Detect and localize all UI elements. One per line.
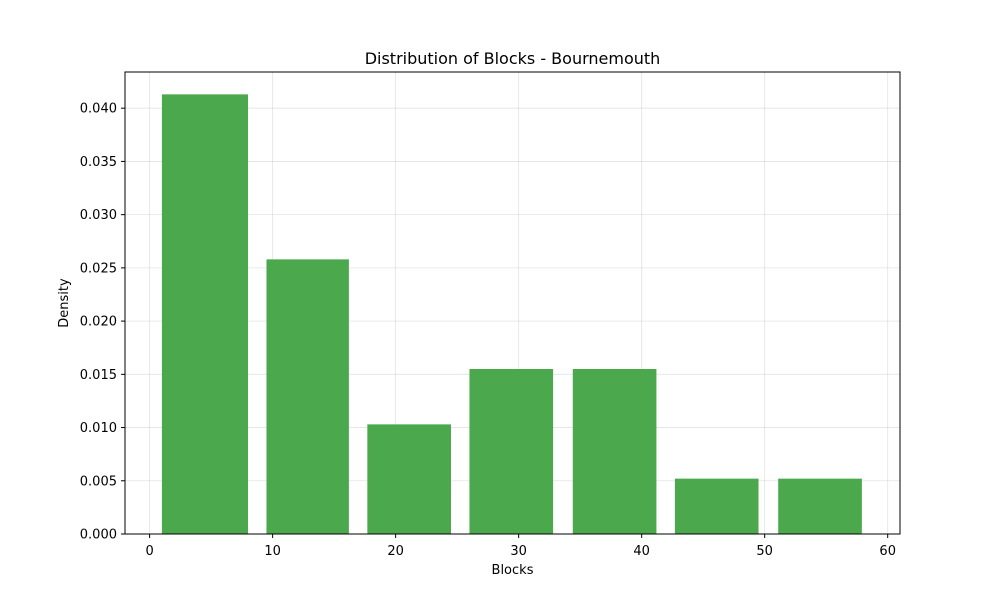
y-tick-label: 0.015 [80, 368, 117, 383]
x-tick-label: 10 [264, 544, 281, 559]
histogram-bar [778, 478, 862, 534]
y-tick-label: 0.030 [80, 208, 117, 223]
x-tick-label: 30 [510, 544, 527, 559]
x-tick-label: 40 [633, 544, 650, 559]
y-tick-label: 0.025 [80, 261, 117, 276]
x-tick-label: 20 [387, 544, 404, 559]
x-axis-ticks: 0 10 20 30 40 50 60 [145, 534, 896, 559]
bars-group [161, 94, 862, 535]
y-tick-label: 0.000 [80, 528, 117, 543]
x-tick-label: 0 [145, 544, 153, 559]
y-tick-label: 0.035 [80, 155, 117, 170]
y-tick-label: 0.040 [80, 102, 117, 117]
x-tick-label: 60 [879, 544, 896, 559]
histogram-bar [161, 94, 249, 535]
y-axis-ticks: 0.000 0.005 0.010 0.015 0.020 0.025 0.030 0.035… [80, 102, 125, 543]
chart-title: Distribution of Blocks - Bournemouth [365, 49, 661, 68]
histogram-bar [674, 478, 759, 534]
histogram-bar [469, 369, 554, 534]
y-tick-label: 0.020 [80, 315, 117, 330]
x-axis-label: Blocks [492, 563, 534, 578]
y-tick-label: 0.010 [80, 421, 117, 436]
x-tick-label: 50 [756, 544, 773, 559]
plot-area-frame [124, 71, 901, 535]
histogram-bar [367, 424, 451, 534]
histogram-bar [266, 259, 349, 534]
histogram-bar [572, 369, 657, 534]
y-tick-label: 0.005 [80, 474, 117, 489]
y-axis-label: Density [57, 278, 72, 328]
